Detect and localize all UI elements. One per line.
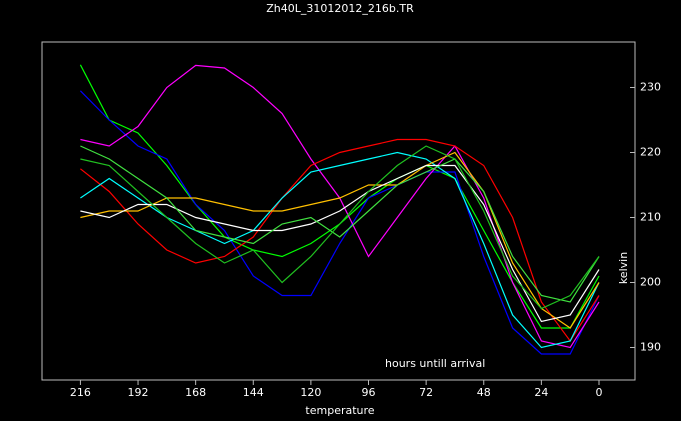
y-tick-label: 210 xyxy=(640,211,661,224)
x-tick-label: 48 xyxy=(477,386,491,399)
x-tick-label: 120 xyxy=(300,386,321,399)
series-line xyxy=(80,151,600,349)
x-tick-label: 192 xyxy=(128,386,149,399)
x-tick-label: 24 xyxy=(534,386,548,399)
chart-title: Zh40L_31012012_216b.TR xyxy=(266,2,414,15)
series-line xyxy=(80,64,600,349)
y-tick-label: 220 xyxy=(640,146,661,159)
x-tick-label: 216 xyxy=(70,386,91,399)
series-line xyxy=(80,145,600,303)
x-tick-label: 96 xyxy=(362,386,376,399)
series-line xyxy=(79,90,600,355)
x-tick-label: 168 xyxy=(185,386,206,399)
y-axis-label: kelvin xyxy=(617,252,630,284)
y-tick-label: 230 xyxy=(640,81,661,94)
y-tick-label: 200 xyxy=(640,276,661,289)
x-axis-label: temperature xyxy=(305,404,374,417)
x-tick-label: 72 xyxy=(419,386,433,399)
series-line xyxy=(80,138,600,343)
y-tick-label: 190 xyxy=(640,341,661,354)
x-tick-label: 0 xyxy=(595,386,602,399)
annotation: hours untill arrival xyxy=(385,357,485,370)
series-line xyxy=(80,151,600,329)
series-line xyxy=(79,64,600,329)
series-line xyxy=(80,164,600,323)
x-tick-label: 144 xyxy=(243,386,264,399)
plot-frame xyxy=(41,41,636,381)
series-line xyxy=(80,145,600,310)
